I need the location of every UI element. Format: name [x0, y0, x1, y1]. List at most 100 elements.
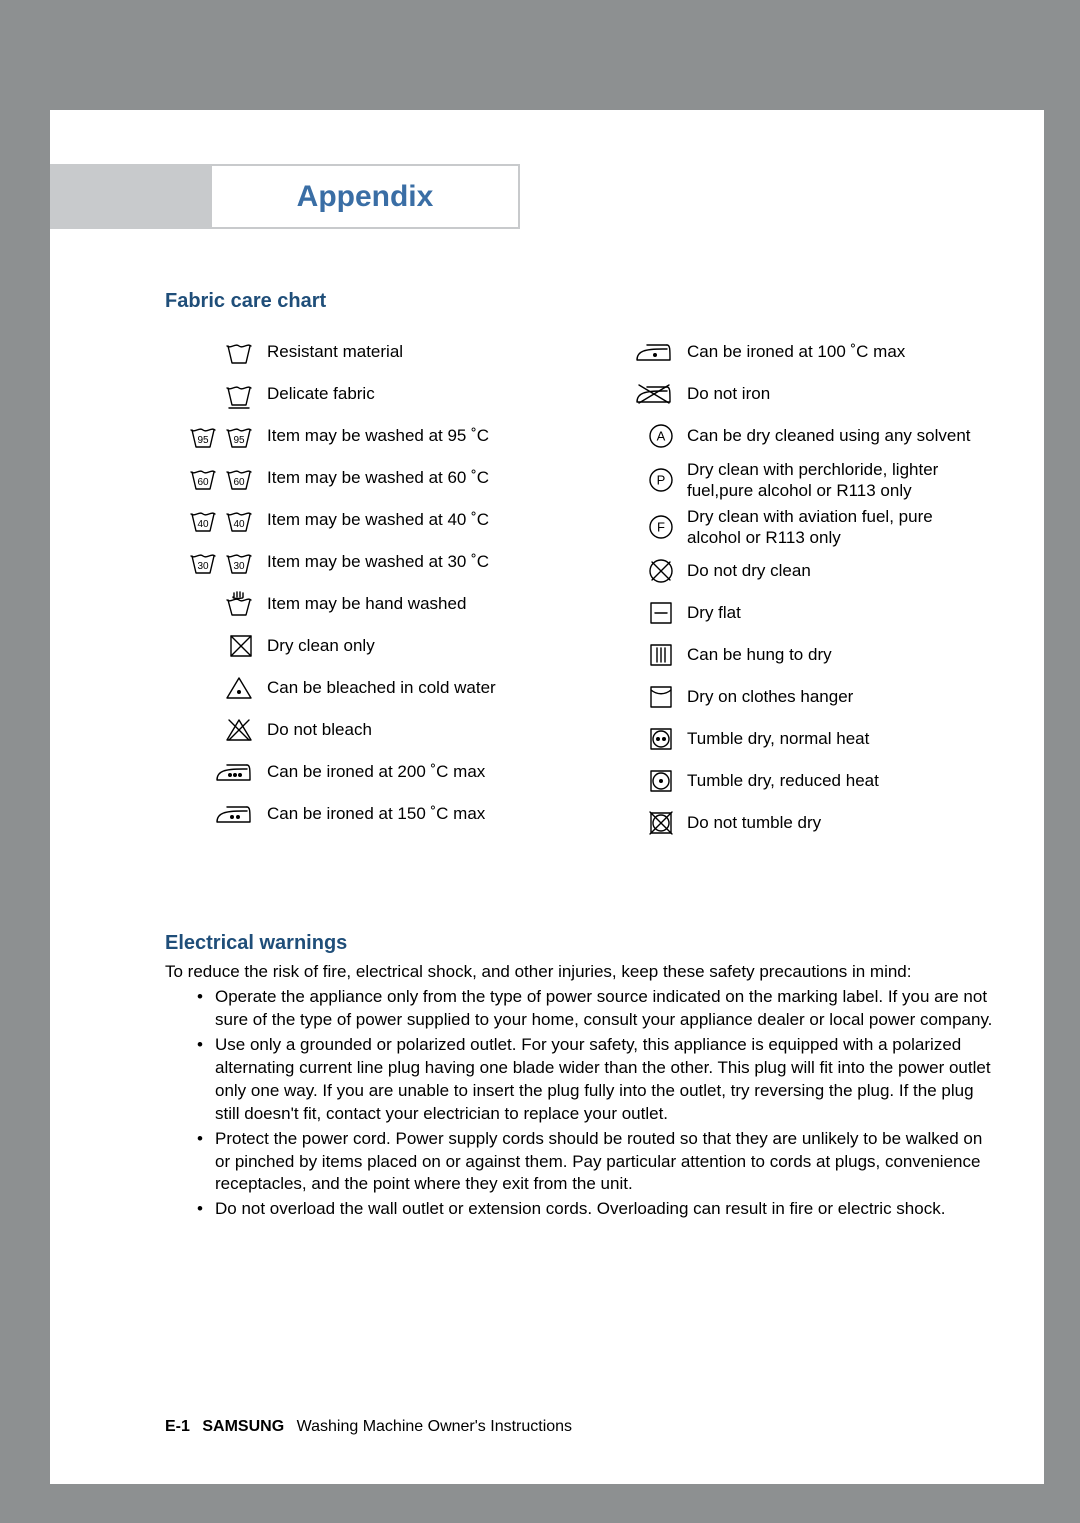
hand-wash-icon [165, 588, 255, 620]
chart-row: Can be ironed at 100 ˚C max [585, 331, 985, 373]
footer-page: E-1 [165, 1418, 190, 1435]
warnings-title: Electrical warnings [165, 932, 995, 955]
chart-row: Do not iron [585, 373, 985, 415]
basin-dash-icon [165, 378, 255, 410]
bleach-icon [165, 672, 255, 704]
chart-label: Can be ironed at 200 ˚C max [255, 761, 485, 782]
title-left-block [50, 164, 210, 229]
tumble-2dot-icon [585, 725, 675, 753]
chart-label: Item may be hand washed [255, 593, 466, 614]
fabric-care-title: Fabric care chart [165, 290, 995, 313]
page-frame: Appendix Fabric care chart Resistant mat… [50, 32, 1044, 1484]
chart-label: Can be ironed at 100 ˚C max [675, 341, 905, 362]
chart-label: Dry on clothes hanger [675, 686, 853, 707]
basin-30-x2-icon: 30 30 [165, 546, 255, 578]
chart-label: Item may be washed at 95 ˚C [255, 425, 489, 446]
chart-row: Do not tumble dry [585, 802, 985, 844]
warning-item: Do not overload the wall outlet or exten… [197, 1198, 995, 1221]
chart-row: Tumble dry, reduced heat [585, 760, 985, 802]
no-bleach-icon [165, 714, 255, 746]
iron-2-icon [165, 799, 255, 829]
sq-bars-icon [585, 641, 675, 669]
iron-1-icon [585, 337, 675, 367]
svg-text:P: P [657, 473, 666, 488]
chart-label: Resistant material [255, 341, 403, 362]
footer-tail: Washing Machine Owner's Instructions [297, 1418, 572, 1435]
fabric-care-section: Fabric care chart Resistant material Del… [165, 290, 995, 844]
chart-row: P Dry clean with perchloride, lighter fue… [585, 457, 985, 504]
no-tumble-icon [585, 809, 675, 837]
circle-p-icon: P [585, 466, 675, 494]
chart-row: A Can be dry cleaned using any solvent [585, 415, 985, 457]
chart-row: Can be ironed at 200 ˚C max [165, 751, 565, 793]
chart-column-left: Resistant material Delicate fabric 95 95… [165, 331, 565, 844]
chart-label: Can be bleached in cold water [255, 677, 496, 698]
no-dryclean-icon [585, 557, 675, 585]
chart-row: Can be bleached in cold water [165, 667, 565, 709]
basin-95-x2-icon: 95 95 [165, 420, 255, 452]
page-title: Appendix [297, 180, 434, 214]
warning-item: Protect the power cord. Power supply cor… [197, 1128, 995, 1197]
svg-text:95: 95 [233, 435, 245, 446]
chart-row: 40 40Item may be washed at 40 ˚C [165, 499, 565, 541]
chart-label: Item may be washed at 30 ˚C [255, 551, 489, 572]
page-title-box: Appendix [210, 164, 520, 229]
chart-label: Item may be washed at 40 ˚C [255, 509, 489, 530]
chart-label: Can be hung to dry [675, 644, 832, 665]
sq-curve-icon [585, 683, 675, 711]
chart-row: Can be hung to dry [585, 634, 985, 676]
chart-row: 95 95Item may be washed at 95 ˚C [165, 415, 565, 457]
circle-a-icon: A [585, 422, 675, 450]
chart-row: F Dry clean with aviation fuel, pure alco… [585, 504, 985, 551]
footer: E-1 SAMSUNG Washing Machine Owner's Inst… [165, 1418, 572, 1436]
warning-item: Operate the appliance only from the type… [197, 986, 995, 1032]
chart-label: Do not bleach [255, 719, 372, 740]
chart-label: Dry clean only [255, 635, 375, 656]
chart-row: Dry clean only [165, 625, 565, 667]
basin-60-x2-icon: 60 60 [165, 462, 255, 494]
chart-label: Delicate fabric [255, 383, 375, 404]
svg-text:60: 60 [233, 477, 245, 488]
warning-item: Use only a grounded or polarized outlet.… [197, 1034, 995, 1126]
chart-label: Dry clean with perchloride, lighter fuel… [675, 459, 985, 502]
tumble-1dot-icon [585, 767, 675, 795]
chart-label: Dry clean with aviation fuel, pure alcoh… [675, 506, 985, 549]
chart-row: Tumble dry, normal heat [585, 718, 985, 760]
chart-row: Resistant material [165, 331, 565, 373]
chart-label: Do not iron [675, 383, 770, 404]
iron-3-icon [165, 757, 255, 787]
basin-icon [165, 336, 255, 368]
circle-f-icon: F [585, 513, 675, 541]
chart-row: Can be ironed at 150 ˚C max [165, 793, 565, 835]
fabric-care-grid: Resistant material Delicate fabric 95 95… [165, 331, 995, 844]
chart-row: Dry flat [585, 592, 985, 634]
chart-row: Do not bleach [165, 709, 565, 751]
svg-text:A: A [657, 429, 666, 444]
chart-row: Dry on clothes hanger [585, 676, 985, 718]
chart-label: Item may be washed at 60 ˚C [255, 467, 489, 488]
chart-label: Can be dry cleaned using any solvent [675, 425, 971, 446]
electrical-warnings-section: Electrical warnings To reduce the risk o… [165, 932, 995, 1223]
header-strip [50, 32, 1044, 110]
chart-row: Do not dry clean [585, 550, 985, 592]
svg-text:30: 30 [197, 561, 209, 572]
chart-label: Tumble dry, normal heat [675, 728, 869, 749]
footer-brand: SAMSUNG [202, 1418, 284, 1435]
svg-text:30: 30 [233, 561, 245, 572]
chart-label: Can be ironed at 150 ˚C max [255, 803, 485, 824]
chart-label: Do not tumble dry [675, 812, 821, 833]
svg-text:60: 60 [197, 477, 209, 488]
chart-row: 60 60Item may be washed at 60 ˚C [165, 457, 565, 499]
svg-text:F: F [657, 519, 665, 534]
warnings-intro: To reduce the risk of fire, electrical s… [165, 961, 995, 984]
chart-label: Do not dry clean [675, 560, 811, 581]
chart-column-right: Can be ironed at 100 ˚C max Do not iron A… [585, 331, 985, 844]
svg-text:40: 40 [197, 519, 209, 530]
no-iron-icon [585, 379, 675, 409]
svg-text:95: 95 [197, 435, 209, 446]
warnings-list: Operate the appliance only from the type… [165, 986, 995, 1221]
dryclean-only-icon [165, 632, 255, 660]
chart-row: Delicate fabric [165, 373, 565, 415]
chart-row: 30 30Item may be washed at 30 ˚C [165, 541, 565, 583]
chart-label: Tumble dry, reduced heat [675, 770, 879, 791]
